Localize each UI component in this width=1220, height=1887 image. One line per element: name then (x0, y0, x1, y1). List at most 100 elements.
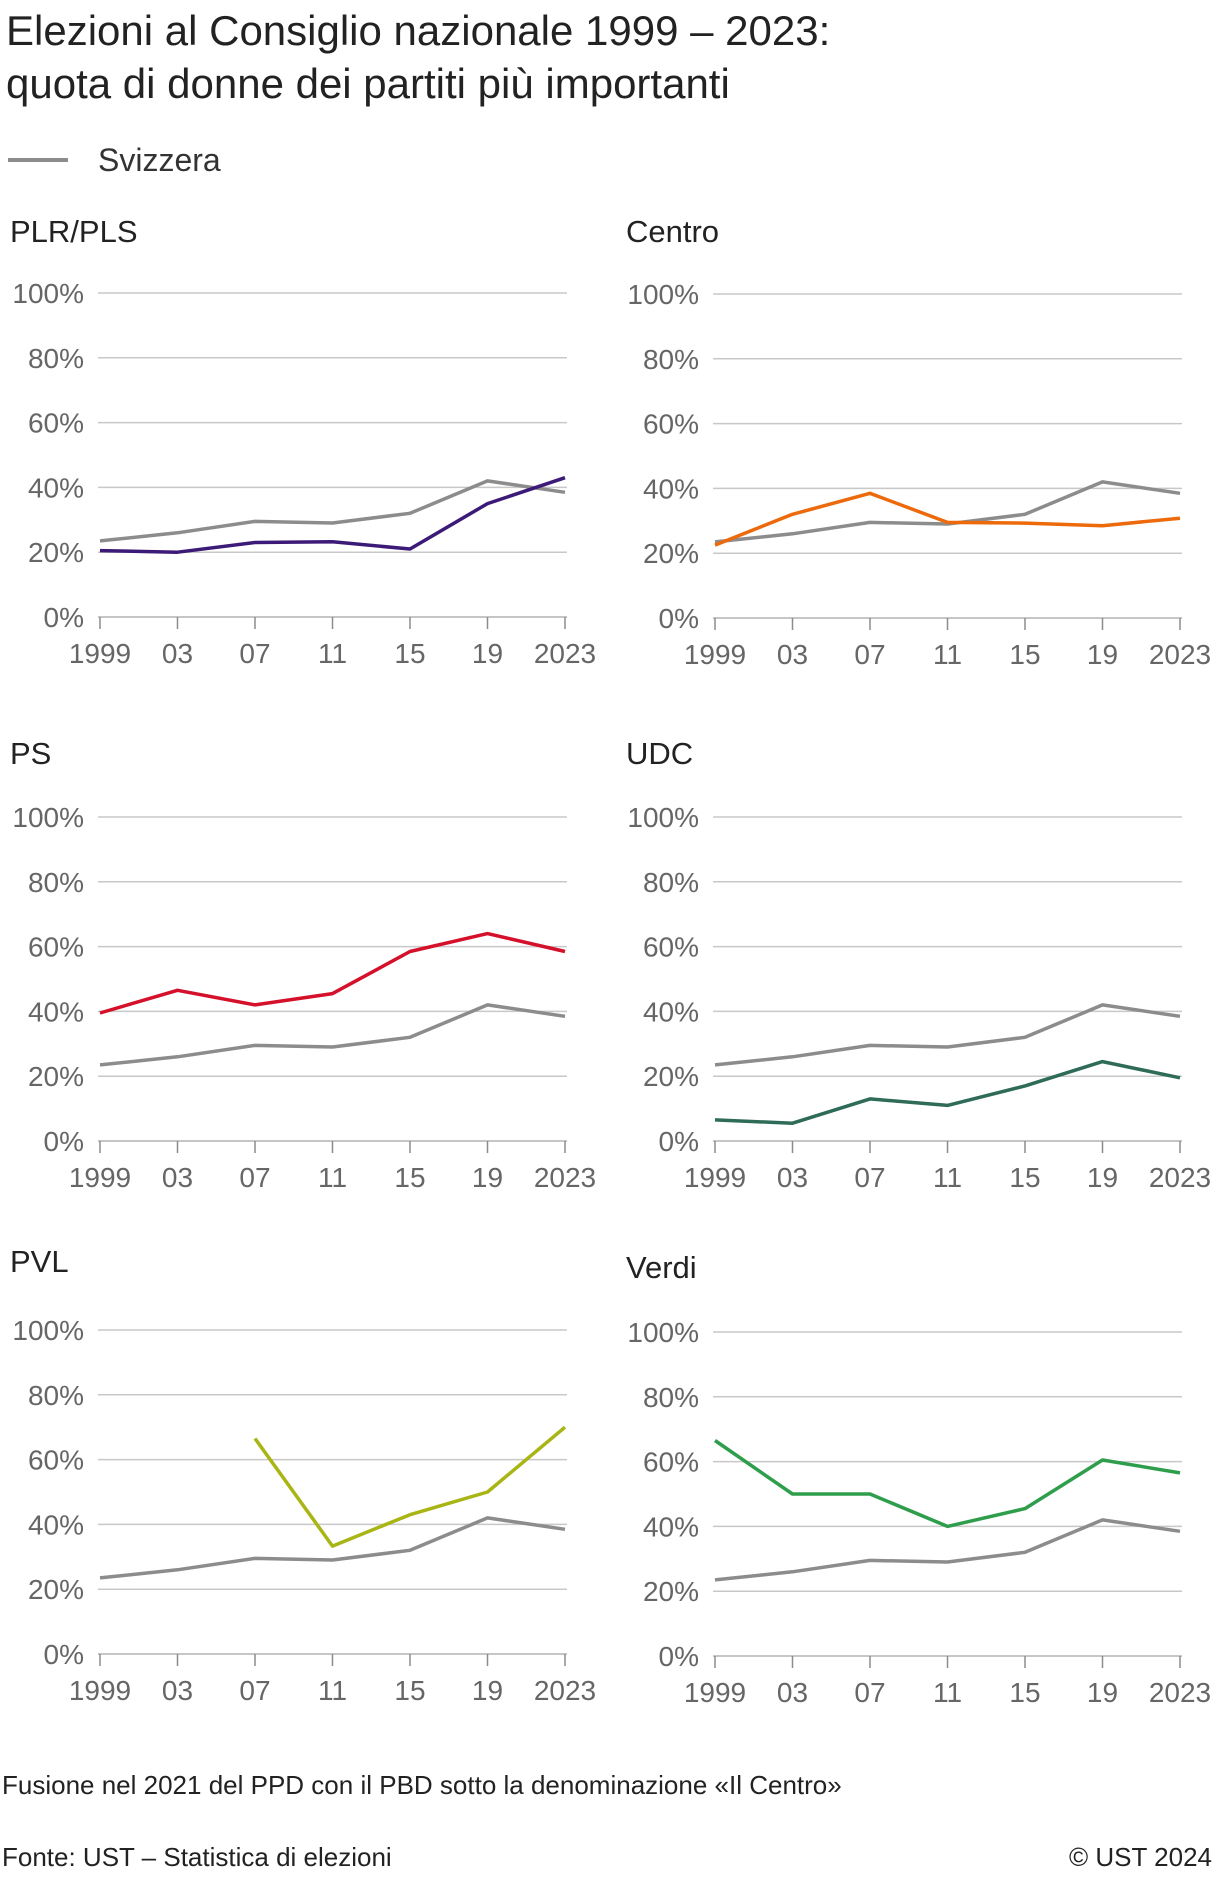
x-tick-label: 11 (318, 1162, 347, 1193)
x-tick-label: 19 (472, 1675, 503, 1706)
y-tick-label: 40% (643, 996, 699, 1027)
series-line-pvl (253, 1425, 567, 1548)
x-tick-label: 1999 (69, 1675, 131, 1706)
y-tick-label: 100% (12, 278, 84, 309)
x-tick-label: 19 (472, 638, 503, 669)
series-line-svizzera (99, 1003, 566, 1067)
x-tick-label: 2023 (1149, 1677, 1211, 1708)
y-tick-label: 20% (643, 1061, 699, 1092)
series-line-plr-pls (99, 476, 566, 554)
y-tick-label: 60% (28, 932, 84, 963)
series-line-centro (714, 491, 1181, 547)
y-tick-label: 100% (627, 279, 699, 310)
series-line-udc (714, 1059, 1181, 1125)
y-tick-label: 60% (28, 408, 84, 439)
x-tick-label: 1999 (69, 638, 131, 669)
x-tick-label: 15 (1009, 1677, 1040, 1708)
y-tick-label: 0% (659, 603, 699, 634)
y-tick-label: 80% (643, 867, 699, 898)
chart-title-line-1: Elezioni al Consiglio nazionale 1999 – 2… (6, 7, 831, 54)
series-line-svizzera (714, 1518, 1181, 1582)
y-tick-label: 60% (643, 1447, 699, 1478)
legend: Svizzera (8, 140, 221, 180)
legend-label-svizzera: Svizzera (98, 141, 221, 178)
y-tick-label: 40% (28, 1509, 84, 1540)
y-tick-label: 0% (44, 1126, 84, 1157)
y-tick-label: 20% (28, 537, 84, 568)
panel-title-pvl: PVL (10, 1244, 69, 1279)
y-tick-label: 100% (627, 802, 699, 833)
source-note: Fonte: UST – Statistica di elezioni (2, 1842, 392, 1872)
series-line-svizzera (714, 1003, 1181, 1067)
y-tick-label: 60% (28, 1445, 84, 1476)
x-tick-label: 07 (854, 1677, 885, 1708)
y-tick-label: 0% (44, 602, 84, 633)
x-tick-label: 19 (1087, 639, 1118, 670)
x-tick-label: 19 (472, 1162, 503, 1193)
y-tick-label: 80% (28, 1380, 84, 1411)
x-tick-label: 2023 (534, 1162, 596, 1193)
x-tick-label: 07 (239, 1675, 270, 1706)
y-tick-label: 80% (28, 343, 84, 374)
x-tick-label: 11 (318, 1675, 347, 1706)
y-tick-label: 40% (643, 1511, 699, 1542)
x-tick-label: 03 (777, 1677, 808, 1708)
x-tick-label: 03 (162, 1675, 193, 1706)
panel-pvl: PVL 0% 20% 40% 60% 80% 100% 1999 03 07 11 15 19 2023 (10, 1244, 596, 1706)
x-tick-label: 2023 (1149, 1162, 1211, 1193)
panel-verdi: Verdi 0% 20% 40% 60% 80% 100% 1999 03 07 11 15 19 202… (626, 1250, 1211, 1708)
y-tick-label: 20% (28, 1061, 84, 1092)
x-tick-label: 1999 (684, 639, 746, 670)
x-tick-label: 1999 (684, 1677, 746, 1708)
y-tick-label: 40% (28, 472, 84, 503)
y-tick-label: 0% (659, 1126, 699, 1157)
x-tick-label: 11 (318, 638, 347, 669)
panel-ps: PS 0% 20% 40% 60% 80% 100% 1999 03 07 11 15 19 2023 (10, 736, 596, 1193)
x-tick-label: 1999 (684, 1162, 746, 1193)
panel-plr-pls: PLR/PLS 0% 20% 40% 60% 80% 100% 1999 03 07 11 15 19 2… (10, 214, 596, 669)
y-tick-label: 20% (643, 538, 699, 569)
y-tick-label: 20% (28, 1574, 84, 1605)
y-tick-label: 100% (627, 1317, 699, 1348)
y-tick-label: 80% (643, 344, 699, 375)
series-line-ps (99, 931, 566, 1015)
x-tick-label: 11 (933, 1677, 962, 1708)
x-tick-label: 15 (394, 1162, 425, 1193)
panel-centro: Centro 0% 20% 40% 60% 80% 100% 1999 03 07 11 15 19 20… (626, 214, 1211, 670)
x-tick-label: 15 (394, 638, 425, 669)
panel-udc: UDC 0% 20% 40% 60% 80% 100% 1999 03 07 11 15 19 2023 (626, 736, 1211, 1193)
y-tick-label: 0% (659, 1641, 699, 1672)
x-tick-label: 11 (933, 639, 962, 670)
footnote: Fusione nel 2021 del PPD con il PBD sott… (2, 1770, 842, 1800)
x-tick-label: 07 (854, 1162, 885, 1193)
legend-swatch-svizzera (8, 158, 68, 162)
x-tick-label: 03 (777, 1162, 808, 1193)
chart-title: Elezioni al Consiglio nazionale 1999 – 2… (6, 4, 830, 110)
series-line-svizzera (99, 479, 566, 543)
x-tick-label: 19 (1087, 1677, 1118, 1708)
y-tick-label: 100% (12, 802, 84, 833)
y-tick-label: 20% (643, 1576, 699, 1607)
x-tick-label: 19 (1087, 1162, 1118, 1193)
panel-title-centro: Centro (626, 214, 719, 249)
x-tick-label: 07 (239, 638, 270, 669)
y-tick-label: 40% (643, 473, 699, 504)
x-tick-label: 11 (933, 1162, 962, 1193)
copyright: © UST 2024 (1069, 1842, 1212, 1872)
x-tick-label: 2023 (1149, 639, 1211, 670)
series-line-verdi (714, 1439, 1181, 1529)
series-line-svizzera (714, 480, 1181, 544)
y-tick-label: 80% (28, 867, 84, 898)
x-tick-label: 03 (162, 638, 193, 669)
chart-title-line-2: quota di donne dei partiti più important… (6, 60, 730, 107)
x-tick-label: 07 (239, 1162, 270, 1193)
y-tick-label: 80% (643, 1382, 699, 1413)
y-tick-label: 60% (643, 409, 699, 440)
y-tick-label: 40% (28, 996, 84, 1027)
panel-title-plr-pls: PLR/PLS (10, 214, 138, 249)
y-tick-label: 60% (643, 932, 699, 963)
x-tick-label: 03 (777, 639, 808, 670)
y-tick-label: 100% (12, 1315, 84, 1346)
series-line-svizzera (99, 1516, 566, 1580)
